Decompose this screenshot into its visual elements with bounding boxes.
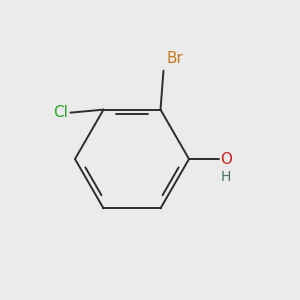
Text: Cl: Cl [53,105,68,120]
Text: Br: Br [167,51,183,66]
Text: H: H [220,170,231,184]
Text: O: O [220,152,232,166]
